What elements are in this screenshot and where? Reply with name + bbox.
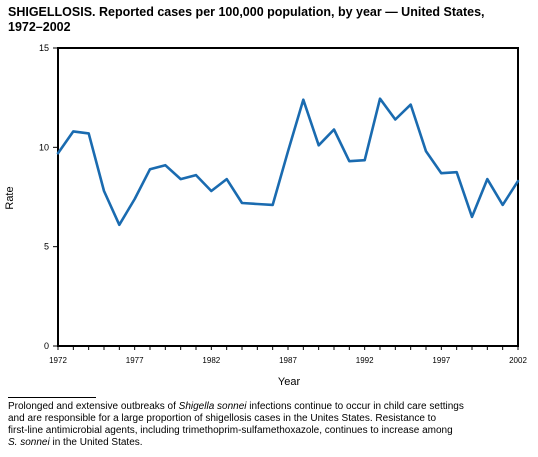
series-group (56, 97, 520, 227)
footnote-line-4: S. sonnei in the United States. (8, 437, 528, 449)
footnote-text: infections continue to occur in child ca… (246, 401, 464, 412)
x-tick-label: 1982 (202, 356, 220, 365)
x-tick-label: 2002 (509, 356, 527, 365)
series-line (56, 97, 520, 227)
y-axis-label: Rate (4, 186, 16, 209)
x-tick-label: 1997 (432, 356, 450, 365)
y-tick-label: 10 (39, 142, 49, 152)
y-tick-label: 0 (44, 341, 49, 351)
y-tick-label: 5 (44, 242, 49, 252)
footnote-line-1: Prolonged and extensive outbreaks of Shi… (8, 401, 528, 413)
axis-tick-labels: 0 5 10 15 1972 1977 1982 1987 1992 1997 2002 (39, 43, 527, 365)
footnote-line-2: and are responsible for a large proporti… (8, 413, 437, 424)
footnote-text: in the United States. (49, 437, 143, 448)
chart-title-line-1: SHIGELLOSIS. Reported cases per 100,000 … (8, 5, 485, 19)
footnote-text: Prolonged and extensive outbreaks of (8, 401, 179, 412)
plot-frame (57, 47, 519, 347)
axis-ticks (53, 47, 519, 350)
x-tick-label: 1977 (126, 356, 144, 365)
chart-title-line-2: 1972–2002 (8, 20, 71, 34)
y-tick-label: 15 (39, 43, 49, 53)
x-axis-label: Year (278, 376, 301, 388)
x-tick-label: 1987 (279, 356, 297, 365)
footnote: Prolonged and extensive outbreaks of Shi… (8, 401, 528, 449)
x-tick-label: 1972 (49, 356, 67, 365)
footnote-divider (8, 397, 96, 398)
footnote-organism-name: S. sonnei (8, 437, 50, 448)
chart-title: SHIGELLOSIS. Reported cases per 100,000 … (8, 5, 533, 35)
footnote-organism-name: Shigella sonnei (178, 401, 247, 412)
x-tick-label: 1992 (356, 356, 374, 365)
footnote-line-3: first-line antimicrobial agents, includi… (8, 425, 453, 436)
